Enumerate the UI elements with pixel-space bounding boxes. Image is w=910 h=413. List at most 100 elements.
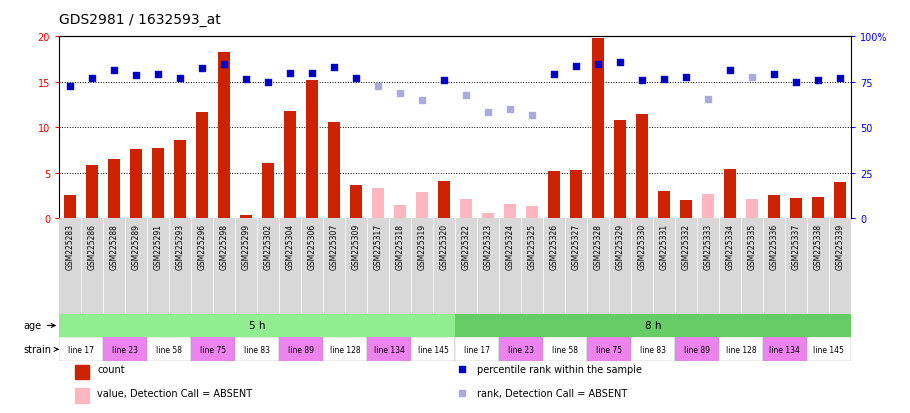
Bar xyxy=(807,337,851,361)
Bar xyxy=(763,337,807,361)
Bar xyxy=(108,160,120,219)
Bar xyxy=(59,337,103,361)
Text: GSM225319: GSM225319 xyxy=(418,223,427,269)
Bar xyxy=(59,314,455,337)
Text: GSM225286: GSM225286 xyxy=(87,223,96,269)
Text: GSM225293: GSM225293 xyxy=(176,223,185,269)
Point xyxy=(129,73,144,79)
Point xyxy=(459,93,473,100)
Point xyxy=(393,90,408,97)
Text: GSM225335: GSM225335 xyxy=(747,223,756,270)
Bar xyxy=(455,314,851,337)
Text: line 134: line 134 xyxy=(374,345,404,354)
Bar xyxy=(130,150,142,219)
Point xyxy=(591,62,605,69)
Bar xyxy=(723,170,736,219)
Text: GSM225288: GSM225288 xyxy=(109,223,118,269)
Bar xyxy=(592,39,604,219)
Point xyxy=(833,76,847,82)
Point xyxy=(217,62,231,69)
Bar xyxy=(328,123,340,219)
Bar xyxy=(323,337,367,361)
Text: GDS2981 / 1632593_at: GDS2981 / 1632593_at xyxy=(59,13,221,27)
Bar xyxy=(411,337,455,361)
Bar xyxy=(702,194,714,219)
Text: line 75: line 75 xyxy=(200,345,227,354)
Bar xyxy=(350,185,362,219)
Text: line 89: line 89 xyxy=(684,345,710,354)
Bar xyxy=(279,337,323,361)
Text: line 83: line 83 xyxy=(640,345,666,354)
Text: GSM225322: GSM225322 xyxy=(461,223,470,269)
Bar xyxy=(482,213,494,219)
Point xyxy=(327,65,341,71)
Bar xyxy=(147,337,191,361)
Text: value, Detection Call = ABSENT: value, Detection Call = ABSENT xyxy=(97,388,252,398)
Point xyxy=(701,97,715,103)
Bar xyxy=(504,204,516,219)
Point xyxy=(437,77,451,84)
Bar xyxy=(306,81,318,219)
Text: line 23: line 23 xyxy=(508,345,534,354)
Bar xyxy=(746,199,758,219)
Bar xyxy=(152,149,164,219)
Bar xyxy=(719,337,763,361)
Point xyxy=(195,66,209,72)
Point xyxy=(657,76,672,83)
Point xyxy=(811,77,825,84)
Point xyxy=(634,77,649,84)
Bar xyxy=(103,337,147,361)
Point xyxy=(525,112,540,119)
Text: age: age xyxy=(24,320,56,331)
Bar xyxy=(86,166,98,219)
Bar xyxy=(614,121,626,219)
Bar xyxy=(680,201,692,219)
Text: line 17: line 17 xyxy=(464,345,490,354)
Bar xyxy=(75,388,89,403)
Bar xyxy=(218,52,230,219)
Bar xyxy=(675,337,719,361)
Bar xyxy=(367,337,411,361)
Text: line 145: line 145 xyxy=(418,345,449,354)
Text: GSM225320: GSM225320 xyxy=(440,223,449,269)
Text: GSM225309: GSM225309 xyxy=(351,223,360,270)
Point xyxy=(502,107,517,113)
Point xyxy=(480,109,495,116)
Text: GSM225317: GSM225317 xyxy=(373,223,382,269)
Bar xyxy=(499,337,543,361)
Point xyxy=(283,70,298,77)
Point xyxy=(766,72,781,78)
Bar xyxy=(416,192,428,219)
Bar xyxy=(526,207,538,219)
Text: GSM225298: GSM225298 xyxy=(219,223,228,269)
Bar xyxy=(240,216,252,219)
Bar xyxy=(64,196,76,219)
Text: GSM225325: GSM225325 xyxy=(528,223,537,269)
Bar xyxy=(790,199,802,219)
Bar xyxy=(658,192,670,219)
Point xyxy=(261,79,276,86)
Text: count: count xyxy=(97,364,125,375)
Point xyxy=(370,84,385,90)
Text: line 83: line 83 xyxy=(244,345,270,354)
Text: GSM225304: GSM225304 xyxy=(286,223,295,270)
Bar xyxy=(196,112,208,219)
Text: GSM225318: GSM225318 xyxy=(396,223,405,269)
Text: GSM225326: GSM225326 xyxy=(550,223,559,269)
Text: GSM225339: GSM225339 xyxy=(835,223,844,270)
Bar xyxy=(235,337,279,361)
Point xyxy=(173,76,187,82)
Point xyxy=(151,72,166,78)
Text: GSM225332: GSM225332 xyxy=(682,223,691,269)
Bar xyxy=(587,337,631,361)
Bar xyxy=(768,196,780,219)
Text: GSM225324: GSM225324 xyxy=(505,223,514,269)
Bar xyxy=(75,365,89,379)
Text: line 145: line 145 xyxy=(814,345,844,354)
Point xyxy=(679,75,693,81)
Text: GSM225338: GSM225338 xyxy=(814,223,823,269)
Bar xyxy=(372,189,384,219)
Point xyxy=(238,76,253,83)
Bar xyxy=(812,198,824,219)
Point xyxy=(63,84,77,90)
